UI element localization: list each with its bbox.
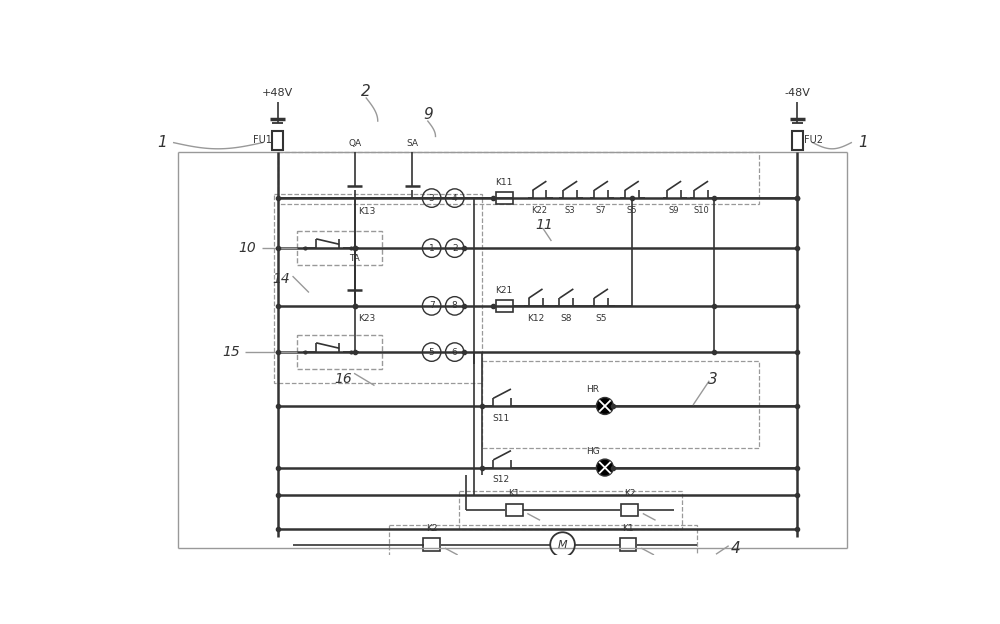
- Circle shape: [596, 397, 613, 414]
- Text: S7: S7: [596, 206, 606, 215]
- Text: 14: 14: [273, 272, 290, 286]
- Bar: [496, 192, 512, 204]
- Text: +48V: +48V: [262, 88, 293, 98]
- Text: 11: 11: [536, 218, 553, 232]
- Text: K21: K21: [495, 286, 513, 295]
- Text: M: M: [558, 540, 567, 550]
- Text: 7: 7: [429, 301, 435, 310]
- Bar: [620, 539, 636, 551]
- Text: S10: S10: [693, 206, 709, 215]
- Text: S5: S5: [627, 206, 637, 215]
- Bar: [496, 300, 512, 312]
- Text: 5: 5: [429, 348, 435, 356]
- Text: S9: S9: [669, 206, 679, 215]
- Bar: [482, 361, 759, 448]
- Text: HG: HG: [586, 447, 599, 456]
- Text: K12: K12: [527, 314, 544, 323]
- Text: 2: 2: [452, 243, 458, 253]
- Bar: [297, 335, 382, 369]
- Bar: [297, 231, 382, 265]
- Bar: [278, 152, 759, 204]
- Bar: [389, 525, 697, 564]
- Text: S8: S8: [561, 314, 572, 323]
- Text: QA: QA: [348, 139, 361, 148]
- Text: K1: K1: [622, 524, 634, 533]
- Text: K11: K11: [495, 178, 513, 187]
- Text: S11: S11: [492, 414, 510, 422]
- Text: 4: 4: [452, 193, 458, 203]
- Bar: [272, 131, 283, 150]
- Text: 9: 9: [423, 107, 433, 122]
- Text: FU2: FU2: [804, 135, 823, 145]
- Text: 8: 8: [452, 301, 458, 310]
- Text: -48V: -48V: [784, 88, 810, 98]
- Text: S12: S12: [492, 475, 510, 484]
- Text: K1: K1: [508, 489, 520, 499]
- Bar: [423, 539, 440, 551]
- Bar: [274, 194, 482, 383]
- Bar: [792, 131, 803, 150]
- Text: 16: 16: [334, 372, 352, 386]
- Text: K2: K2: [426, 524, 437, 533]
- Text: FU1: FU1: [253, 135, 271, 145]
- Text: S5: S5: [595, 314, 607, 323]
- Text: 3: 3: [708, 371, 718, 386]
- Text: S3: S3: [565, 206, 576, 215]
- Text: K22: K22: [531, 206, 547, 215]
- Text: 4: 4: [731, 541, 741, 556]
- Text: TA: TA: [349, 255, 360, 263]
- Text: 1: 1: [429, 243, 435, 253]
- Text: 10: 10: [238, 241, 256, 255]
- Text: SA: SA: [406, 139, 418, 148]
- Text: HR: HR: [586, 386, 599, 394]
- Bar: [506, 504, 523, 516]
- Text: 15: 15: [223, 345, 240, 359]
- Bar: [459, 490, 682, 529]
- Text: 6: 6: [452, 348, 458, 356]
- Text: 3: 3: [429, 193, 435, 203]
- Text: K2: K2: [624, 489, 635, 499]
- Text: 1: 1: [858, 135, 868, 150]
- Text: K13: K13: [358, 207, 376, 217]
- Text: 2: 2: [361, 84, 371, 99]
- Bar: [621, 504, 638, 516]
- Text: 1: 1: [157, 135, 167, 150]
- Circle shape: [596, 459, 613, 476]
- Text: K23: K23: [358, 314, 376, 323]
